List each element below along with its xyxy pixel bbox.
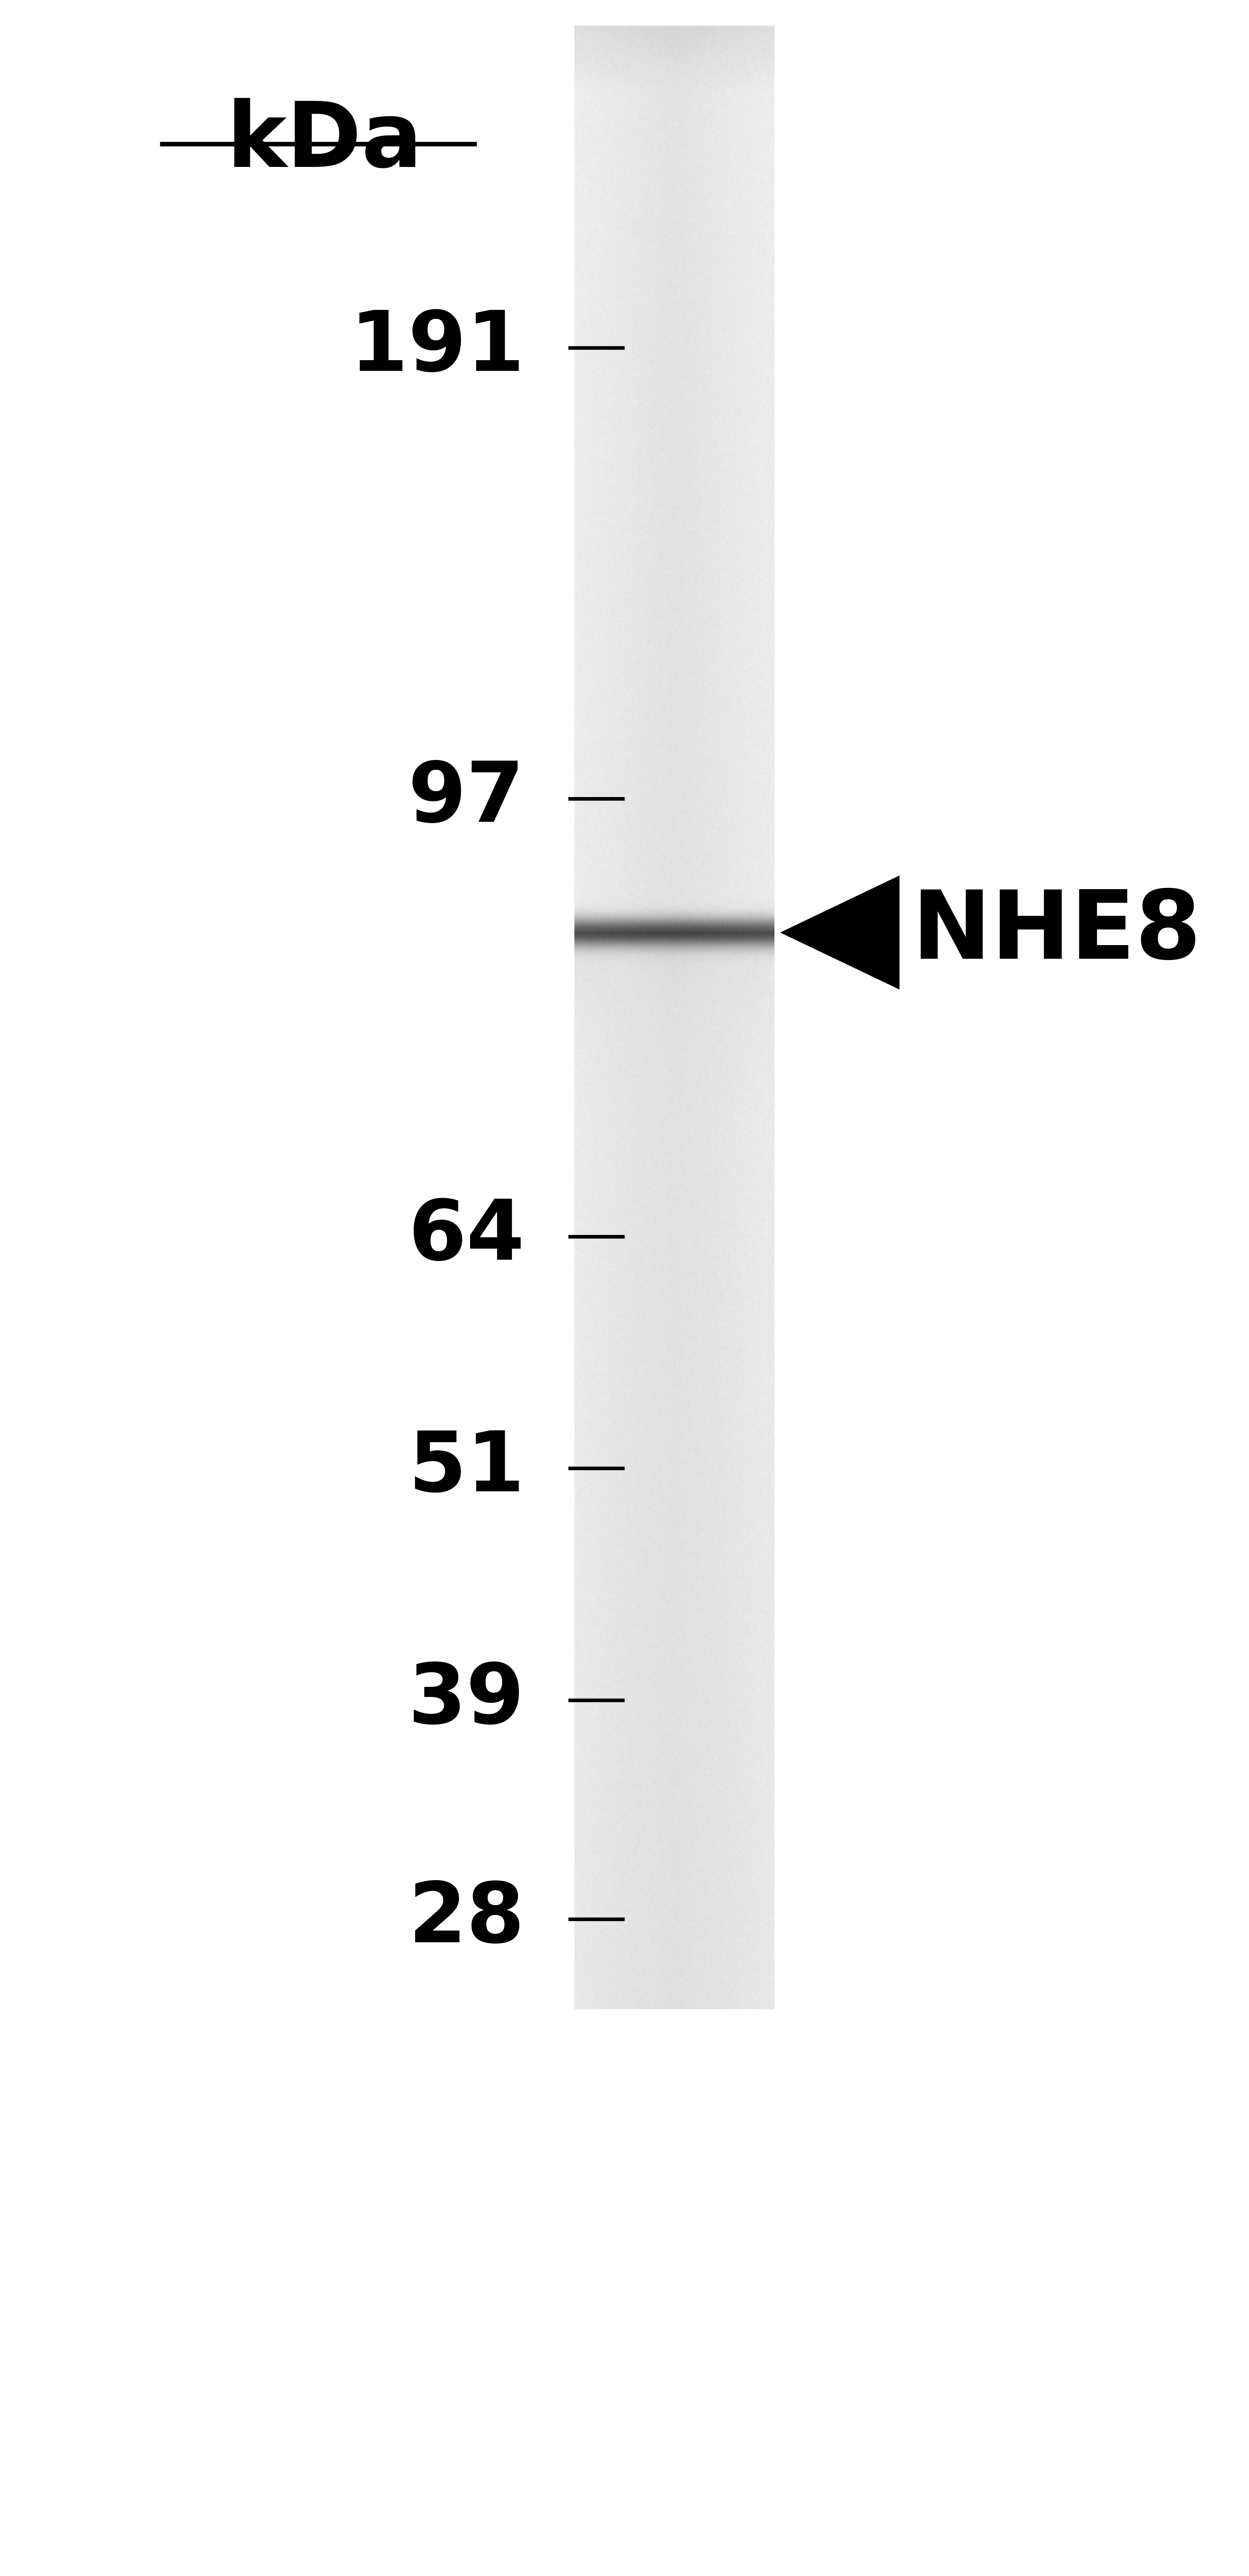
Text: 51: 51 [408,1427,525,1510]
Text: 64: 64 [408,1195,525,1278]
Text: 97: 97 [408,757,525,840]
Text: kDa: kDa [227,98,422,185]
Text: 191: 191 [350,307,525,389]
Polygon shape [781,876,899,989]
Text: 39: 39 [408,1659,525,1741]
Text: NHE8: NHE8 [912,886,1202,979]
Text: 28: 28 [408,1878,525,1960]
